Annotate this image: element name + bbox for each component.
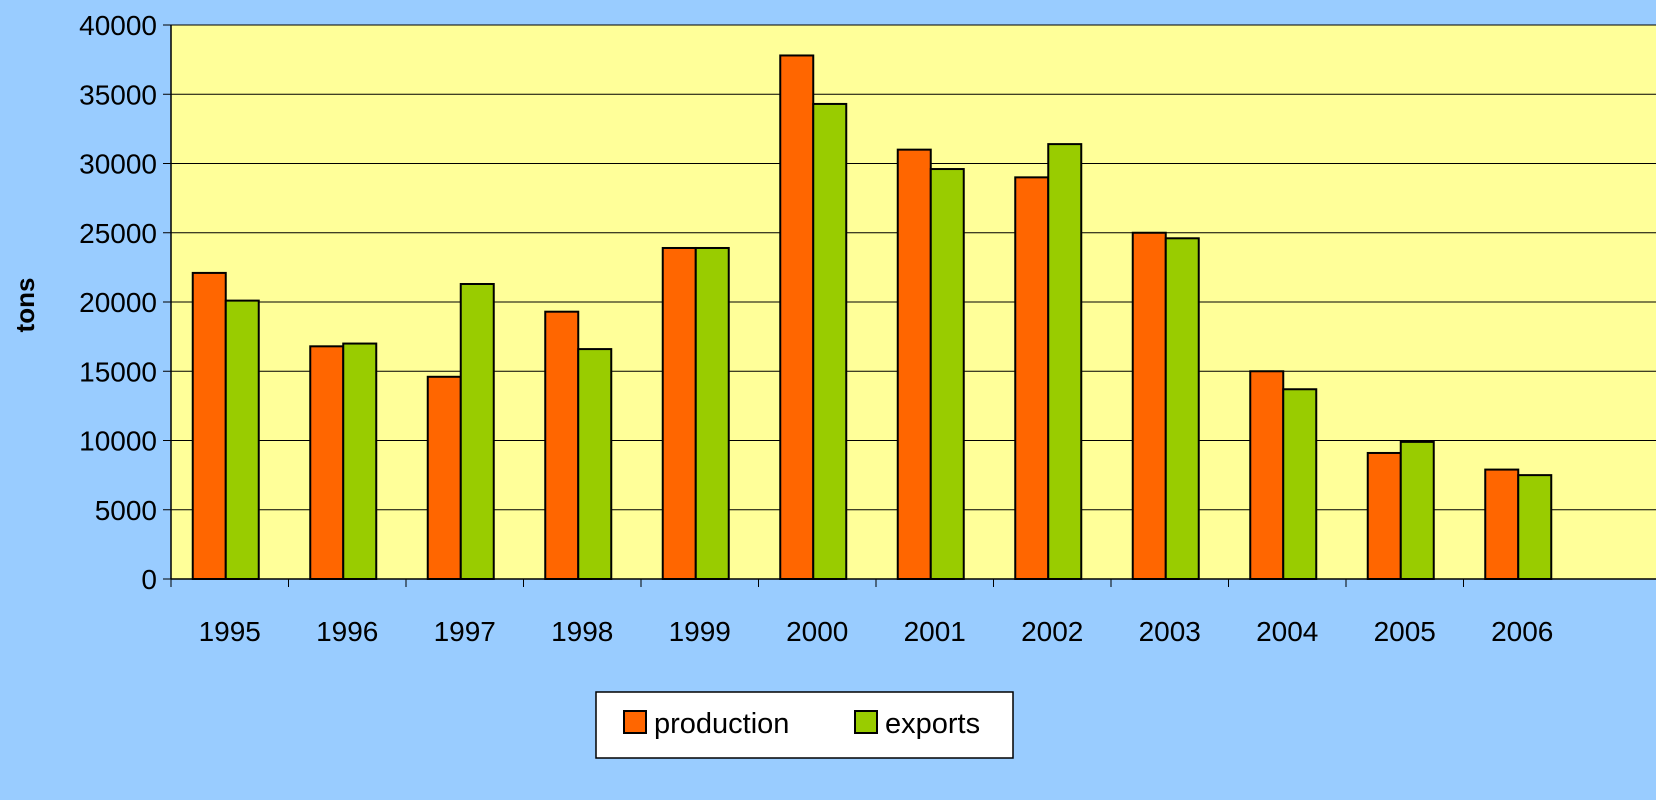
y-tick-label: 5000 [95, 495, 157, 526]
y-tick-label: 30000 [79, 149, 157, 180]
x-tick-label: 2001 [904, 616, 966, 647]
x-tick-label: 1999 [669, 616, 731, 647]
y-tick-label: 0 [141, 564, 157, 595]
legend-swatch-exports [854, 710, 878, 734]
legend-label-exports: exports [885, 708, 980, 740]
x-tick-label: 1998 [551, 616, 613, 647]
bar-production-2004 [1249, 370, 1285, 580]
bar-exports-2000 [812, 102, 848, 580]
bar-exports-2001 [929, 168, 965, 580]
axes [163, 24, 1656, 587]
y-tick-label: 40000 [79, 10, 157, 41]
bar-production-2006 [1484, 468, 1520, 580]
x-tick-label: 1995 [199, 616, 261, 647]
bar-production-1996 [309, 345, 345, 580]
y-tick-label: 20000 [79, 287, 157, 318]
y-tick-labels: 0 5000 10000 15000 20000 25000 30000 35000 40000 [79, 10, 157, 595]
x-tick-label: 2005 [1374, 616, 1436, 647]
bar-production-2001 [896, 148, 932, 580]
bar-production-1999 [661, 246, 697, 581]
bar-exports-1998 [577, 348, 613, 580]
bar-exports-2006 [1517, 474, 1553, 580]
x-tick-label: 2004 [1256, 616, 1318, 647]
x-tick-label: 2002 [1021, 616, 1083, 647]
bar-exports-1997 [459, 282, 495, 580]
x-tick-label: 1996 [316, 616, 378, 647]
legend-box [595, 691, 1014, 759]
x-tick-label: 2006 [1491, 616, 1553, 647]
x-tick-label: 1997 [434, 616, 496, 647]
y-tick-label: 10000 [79, 426, 157, 457]
y-tick-label: 15000 [79, 356, 157, 387]
bar-exports-2005 [1399, 440, 1435, 581]
bar-exports-2004 [1282, 388, 1318, 580]
bar-exports-1999 [694, 246, 730, 581]
y-tick-label: 25000 [79, 218, 157, 249]
bar-exports-1996 [342, 342, 378, 580]
y-axis-title: tons [10, 278, 40, 333]
legend-swatch-production [623, 710, 647, 734]
bar-exports-2002 [1047, 143, 1083, 581]
bar-exports-1995 [224, 299, 260, 580]
bar-production-1995 [191, 271, 227, 580]
bar-production-1998 [544, 310, 580, 580]
bar-production-1997 [426, 375, 462, 581]
x-tick-label: 2000 [786, 616, 848, 647]
y-tick-label: 35000 [79, 79, 157, 110]
bar-production-2003 [1131, 231, 1167, 580]
bar-exports-2003 [1164, 237, 1200, 580]
x-tick-labels: 1995 1996 1997 1998 1999 2000 2001 2002 2003 2004… [199, 616, 1554, 647]
x-tick-label: 2003 [1139, 616, 1201, 647]
legend: production exports [595, 691, 1014, 759]
bar-production-2005 [1366, 451, 1402, 580]
bars [191, 54, 1553, 581]
legend-label-production: production [654, 708, 789, 740]
bar-production-2000 [779, 54, 815, 581]
bar-production-2002 [1014, 176, 1050, 580]
